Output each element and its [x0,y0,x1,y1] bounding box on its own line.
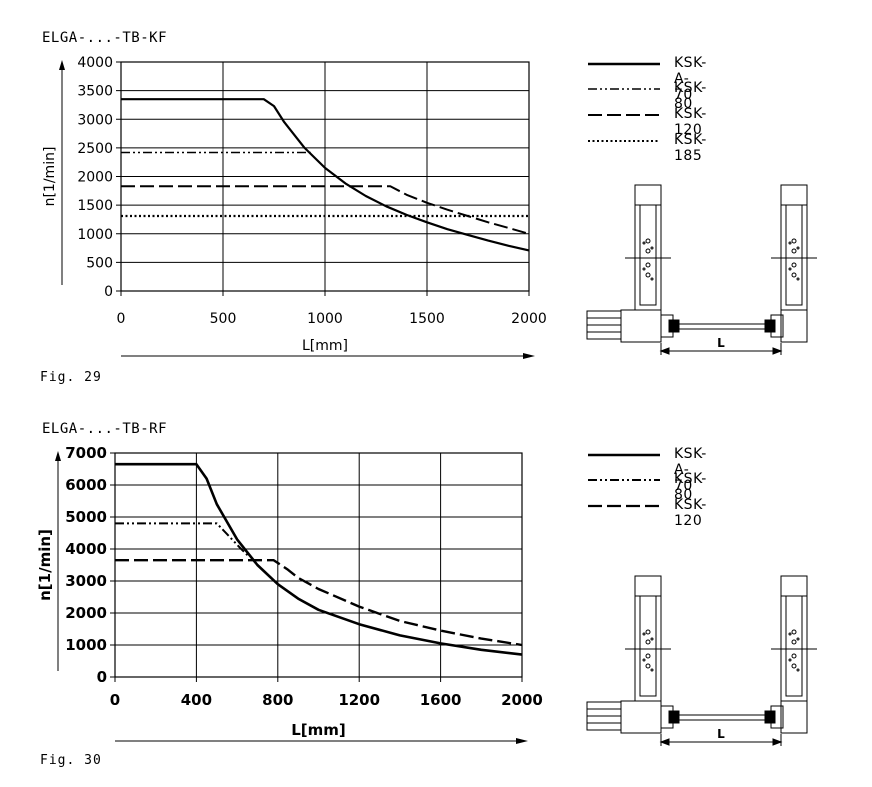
chart2-series-ksk-a-70 [115,462,523,656]
chart2-y-tick-label: 2000 [65,604,107,622]
chart1-x-tick-label: 2000 [511,311,547,327]
chart1-x-tick-label: 1500 [409,311,445,327]
chart1-y-tick-label: 3000 [77,112,113,128]
legend2-label: KSK-A-70 [674,446,707,494]
legend1-swatch-dashdotdot [588,88,660,90]
chart2-x-tick-label: 1600 [420,691,462,709]
chart1-y-axis-label: n[1/min] [42,147,58,207]
legend1-swatch-dotted [588,140,660,142]
chart2-y-arrow-head [55,451,61,461]
chart1-y-tick-label: 0 [104,284,113,300]
legend2-label: KSK-120 [674,497,707,529]
legend1-label: KSK-A-70 [674,55,707,103]
legend1-label: KSK-80 [674,80,707,112]
legend1-label: KSK-185 [674,132,707,164]
diagram1-dim-label: L [717,336,725,350]
chart1-series-ksk-120 [121,185,530,235]
legend1-swatch-longdash [588,114,660,116]
chart2-x-tick-label: 2000 [501,691,543,709]
chart2-plot-frame [114,452,523,678]
chart1-y-tick-label: 2500 [77,141,113,157]
diagram2-dim-label: L [717,727,725,741]
chart2-y-tick-label: 4000 [65,540,107,558]
legend2-swatch-dashdotdot [588,479,660,481]
system-diagram-2: L [586,575,817,746]
chart1-y-tick-label: 4000 [77,55,113,71]
chart2-y-tick-label: 3000 [65,572,107,590]
chart1-y-tick-label: 1000 [77,227,113,243]
system-diagram-1: L [586,184,817,355]
chart2-series-ksk-120 [115,558,523,647]
chart1-series-ksk-a-70 [121,98,530,252]
chart2-y-tick-label: 6000 [65,476,107,494]
chart1-x-axis-label: L[mm] [302,338,348,354]
chart2-y-tick-label: 0 [97,668,107,686]
legend2-swatch-longdash [588,504,660,508]
chart2-y-tick-label: 7000 [65,444,107,462]
chart1-y-tick-label: 1500 [77,198,113,214]
chart2-x-axis-label: L[mm] [291,721,346,739]
chart2-y-axis-label: n[1/min] [36,529,54,601]
chart1-y-arrow-head [59,60,65,70]
chart2-x-tick-label: 400 [181,691,212,709]
chart1-title: ELGA-...-TB-KF [42,30,168,46]
chart1-x-tick-label: 500 [210,311,237,327]
legend1-label: KSK-120 [674,106,707,138]
chart1-plot: 0 500 1000 1500 2000 0 500 1000 1500 2000 2500 3000… [42,55,547,359]
chart2-fig-label: Fig. 30 [40,753,102,768]
chart2-title: ELGA-...-TB-RF [42,421,168,437]
legend1-swatch-solid [588,62,660,66]
chart1-y-tick-label: 3500 [77,84,113,100]
chart2-series-ksk-80 [115,522,251,558]
chart2-plot: 0 400 800 1200 1600 2000 0 1000 2000 3000 4000 5000… [36,444,543,744]
chart1-x-tick-label: 1000 [307,311,343,327]
legend2-label: KSK-80 [674,471,707,503]
chart2-x-tick-label: 1200 [338,691,380,709]
chart2-x-arrow-head [516,738,528,744]
chart1-y-tick-label: 500 [86,255,113,271]
chart1-x-arrow-head [523,353,535,359]
chart1-x-tick-label: 0 [117,311,126,327]
legend2-swatch-solid [588,453,660,457]
chart2-y-tick-label: 5000 [65,508,107,526]
chart2-x-tick-label: 800 [262,691,293,709]
chart2-x-tick-label: 0 [110,691,120,709]
chart1-y-tick-label: 2000 [77,170,113,186]
chart2-y-tick-label: 1000 [65,636,107,654]
chart1-fig-label: Fig. 29 [40,370,102,385]
